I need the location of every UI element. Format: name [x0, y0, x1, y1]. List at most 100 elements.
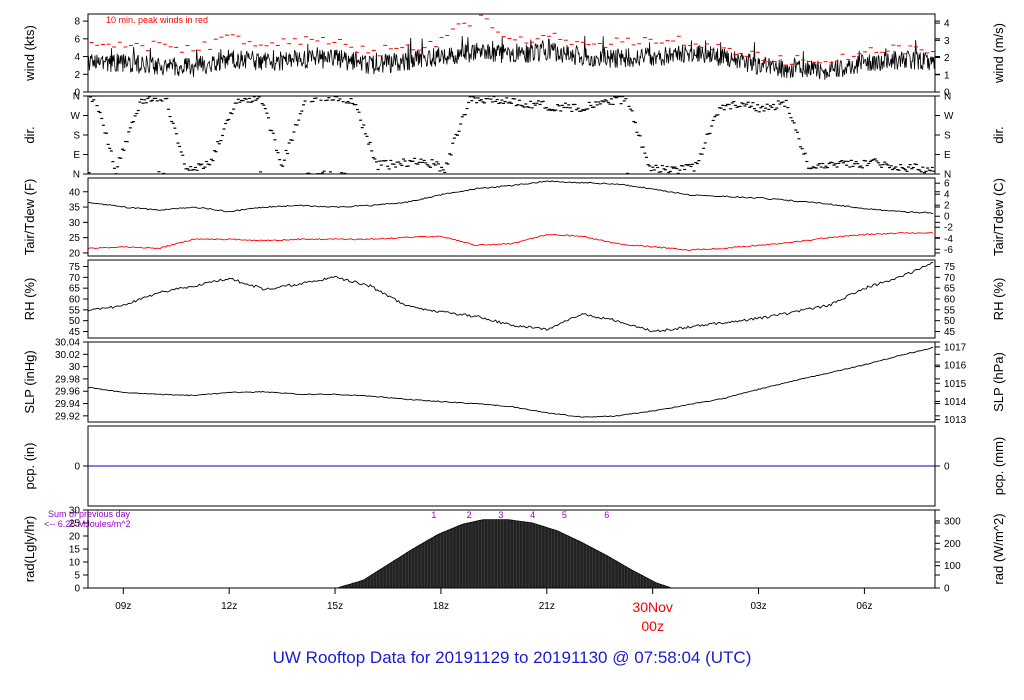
left-axis-label-rh: RH (%) [22, 278, 37, 321]
right-tick-label: N [944, 170, 951, 181]
rad-annotation-line2: <-- 6.25 MJoules/m^2 [44, 519, 131, 529]
right-axis-label-wind: wind (m/s) [991, 23, 1006, 84]
chart-panels: 10 min. peak winds in red0246801234wind … [22, 13, 1006, 595]
left-tick-label: N [73, 92, 80, 103]
right-tick-label: 3 [944, 36, 950, 47]
right-axis-label-slp: SLP (hPa) [991, 352, 1006, 412]
left-tick-label: 29.94 [55, 399, 80, 410]
right-tick-label: 75 [944, 262, 956, 273]
x-tick-label: 09z [115, 601, 131, 612]
left-tick-label: E [73, 150, 80, 161]
footer-title: UW Rooftop Data for 20191129 to 20191130… [272, 648, 752, 667]
date-hour-label: 00z [641, 618, 664, 634]
left-tick-label: 6 [74, 34, 80, 45]
right-tick-label: 70 [944, 273, 956, 284]
left-tick-label: 25 [69, 233, 81, 244]
right-axis-label-dir: dir. [991, 126, 1006, 143]
right-tick-label: 0 [944, 584, 950, 595]
panel-wind: 10 min. peak winds in red 0 2 4 6 8 0 1 2 3 4 wind … [22, 13, 1006, 99]
left-tick-label: 50 [69, 316, 81, 327]
right-axis-label-rh: RH (%) [991, 278, 1006, 321]
hour-label-6: 6 [604, 510, 609, 520]
right-tick-label: 1015 [944, 379, 967, 390]
right-tick-label: 0 [944, 88, 950, 99]
left-tick-label: 40 [69, 187, 81, 198]
left-tick-label: 20 [69, 532, 81, 543]
right-tick-label: 100 [944, 561, 961, 572]
right-tick-label: 2 [944, 201, 950, 212]
right-tick-label: 4 [944, 19, 950, 30]
slp-line [88, 346, 934, 418]
left-tick-label: 30 [69, 362, 81, 373]
right-tick-label: 300 [944, 516, 961, 527]
right-tick-label: 4 [944, 190, 950, 201]
panel-pcp: 0 0 pcp. (in) pcp. (mm) [22, 425, 1006, 507]
radiation-area [338, 519, 671, 588]
right-axis-label-pcp: pcp. (mm) [991, 437, 1006, 496]
left-tick-label: 65 [69, 284, 81, 295]
right-tick-label: E [944, 150, 951, 161]
left-tick-label: 25 [69, 519, 81, 530]
hour-label-1: 1 [431, 510, 436, 520]
right-tick-label: -4 [944, 234, 953, 245]
right-tick-label: N [944, 92, 951, 103]
left-tick-label: 30 [69, 506, 81, 517]
x-axis: 09z 12z 15z 18z 21z 30Nov 00z 03z 06z [115, 588, 872, 634]
tair-line [88, 180, 934, 214]
left-tick-label: 0 [74, 88, 80, 99]
left-tick-label: 30.04 [55, 338, 80, 349]
right-tick-label: 6 [944, 179, 950, 190]
left-tick-label: 10 [69, 558, 81, 569]
left-tick-label: 4 [74, 52, 80, 63]
right-tick-label: -6 [944, 245, 953, 256]
rad-annotation-line1: Sum of previous day [48, 509, 131, 519]
plot-area-wind [88, 14, 935, 80]
plot-area-slp [88, 346, 934, 418]
left-tick-label: 8 [74, 17, 80, 28]
panel-frame-dir [87, 95, 936, 175]
left-tick-label: 35 [69, 203, 81, 214]
tdew-line [88, 232, 934, 251]
right-tick-label: 45 [944, 327, 956, 338]
left-tick-label: 0 [74, 462, 80, 473]
right-tick-label: 60 [944, 295, 956, 306]
left-tick-label: 29.96 [55, 387, 80, 398]
left-tick-label: 45 [69, 327, 81, 338]
left-axis-label-slp: SLP (inHg) [22, 350, 37, 413]
right-tick-label: 1013 [944, 415, 967, 426]
peak-wind-note: 10 min. peak winds in red [106, 15, 208, 25]
hour-label-4: 4 [530, 510, 535, 520]
panel-frame-temp [87, 177, 936, 257]
right-tick-label: 2 [944, 53, 950, 64]
plot-area-dir [88, 96, 935, 174]
weather-chart: 10 min. peak winds in red0246801234wind … [22, 13, 1006, 634]
right-tick-label: W [944, 111, 954, 122]
x-tick-label: 18z [433, 601, 449, 612]
right-tick-label: 1 [944, 70, 950, 81]
wind-line [88, 35, 935, 80]
x-tick-label: 06z [856, 601, 872, 612]
panel-frame-slp [87, 341, 936, 423]
panel-rad: Sum of previous day<-- 6.25 MJoules/m^2 1… [22, 506, 1006, 595]
left-axis-label-pcp: pcp. (in) [22, 443, 37, 490]
right-tick-label: 55 [944, 305, 956, 316]
left-tick-label: 30 [69, 218, 81, 229]
hour-label-2: 2 [467, 510, 472, 520]
left-tick-label: 0 [74, 584, 80, 595]
left-tick-label: 29.98 [55, 374, 80, 385]
hour-label-5: 5 [562, 510, 567, 520]
left-axis-label-temp: Tair/Tdew (F) [22, 179, 37, 256]
rh-line [88, 261, 934, 333]
left-tick-label: 2 [74, 70, 80, 81]
panel-frame-rh [87, 259, 936, 339]
right-tick-label: 50 [944, 316, 956, 327]
x-tick-label: 21z [539, 601, 555, 612]
left-tick-label: S [73, 131, 80, 142]
right-tick-label: 65 [944, 284, 956, 295]
right-tick-label: 0 [944, 212, 950, 223]
right-axis-label-temp: Tair/Tdew (C) [991, 178, 1006, 256]
